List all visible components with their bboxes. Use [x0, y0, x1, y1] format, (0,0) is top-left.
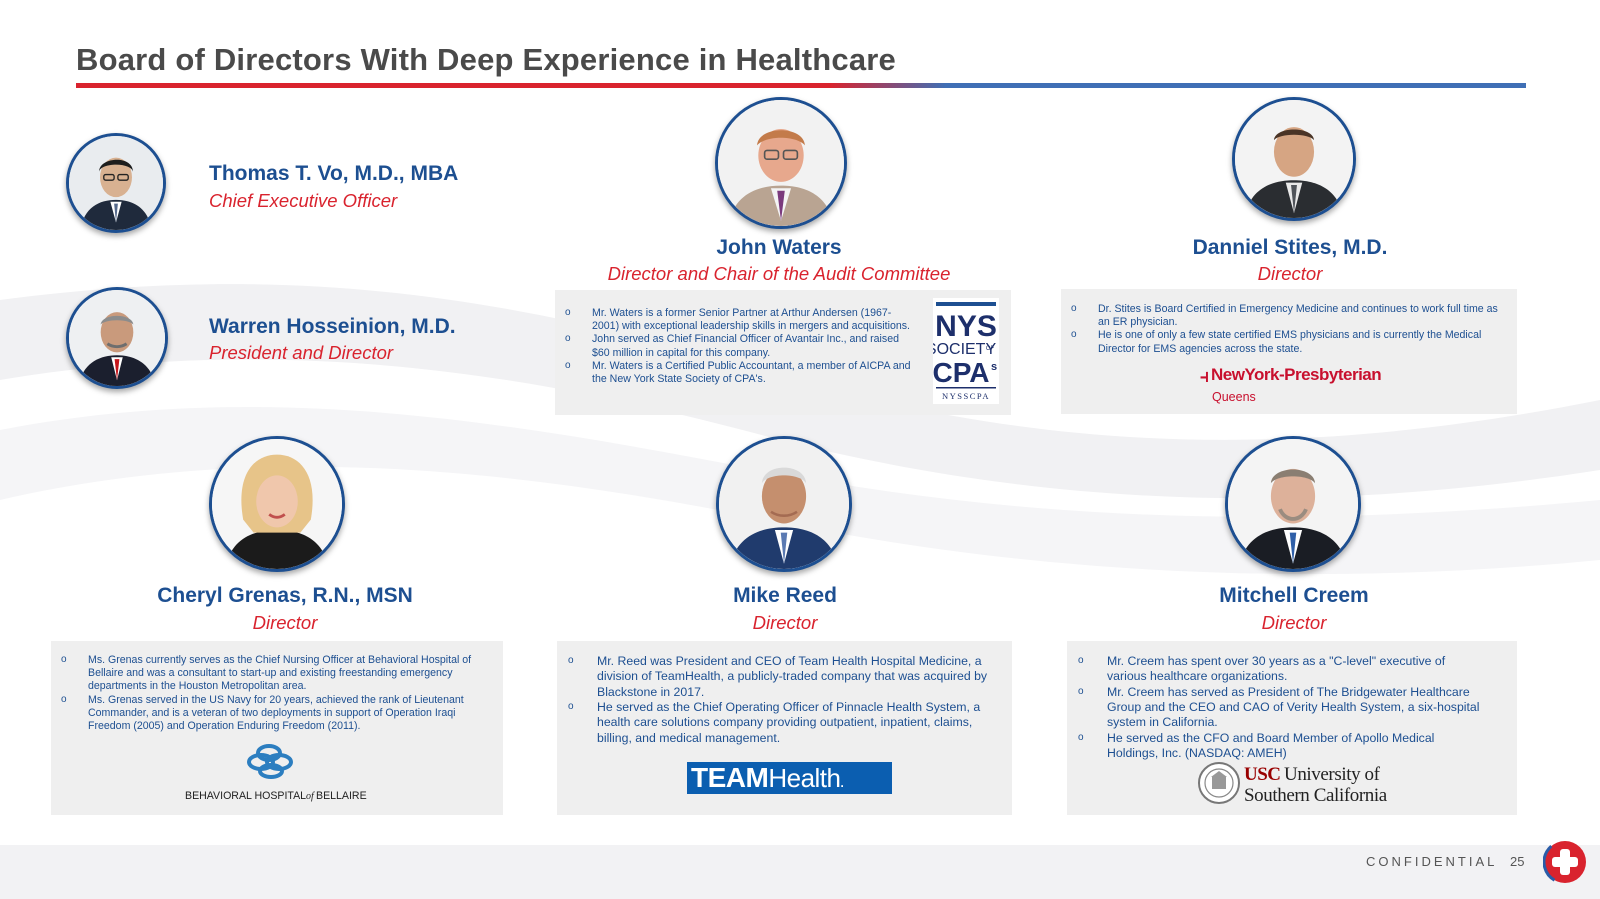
director-role-mike-reed: Director [752, 612, 818, 633]
bio-card-john-waters: Mr. Waters is a former Senior Partner at… [555, 290, 1011, 415]
bio-card-cheryl-grenas: Ms. Grenas currently serves as the Chief… [51, 641, 503, 815]
teamhealth-team: TEAM [691, 762, 769, 793]
title-rule [76, 83, 1526, 88]
exec-name-warren-hosseinion: Warren Hosseinion, M.D. [209, 315, 456, 338]
bio-bullet: Mr. Creem has served as President of The… [1067, 685, 1487, 731]
company-cross-logo-icon [1543, 840, 1587, 884]
newyork-presbyterian-logo: ⫞ NewYork-Presbyterian Queens [1198, 364, 1398, 404]
behavioral-hospital-wordmark: BEHAVIORAL HOSPITAL [185, 790, 306, 802]
bio-bullet: He served as the Chief Operating Officer… [557, 700, 997, 746]
behavioral-hospital-logo: BEHAVIORAL HOSPITAL of BELLAIRE [185, 744, 367, 802]
confidential-label: CONFIDENTIAL [1366, 854, 1498, 869]
nyp-campus: Queens [1212, 390, 1256, 404]
nysscpa-line-of: OF [986, 346, 995, 352]
nysscpa-line-cpa: CPA [933, 357, 990, 388]
bio-bullet: Ms. Grenas currently serves as the Chief… [51, 654, 491, 694]
avatar-mitchell-creem [1225, 436, 1361, 572]
nysscpa-line-s: s [991, 361, 997, 373]
usc-abbr: USC [1244, 764, 1281, 785]
bio-bullet: Mr. Creem has spent over 30 years as a "… [1067, 654, 1487, 685]
nyp-wordmark: NewYork-Presbyterian [1211, 365, 1382, 384]
usc-southern-california: Southern California [1244, 785, 1387, 806]
director-role-john-waters: Director and Chair of the Audit Committe… [607, 263, 951, 284]
director-name-danniel-stites: Danniel Stites, M.D. [1192, 236, 1388, 259]
director-name-mike-reed: Mike Reed [733, 584, 837, 607]
director-name-cheryl-grenas: Cheryl Grenas, R.N., MSN [157, 584, 413, 607]
nysscpa-line-nys: NYS [935, 310, 997, 343]
avatar-thomas-vo [66, 133, 166, 233]
usc-logo: USC University of Southern California [1197, 761, 1397, 809]
bio-bullet: John served as Chief Financial Officer o… [555, 333, 915, 359]
page-title: Board of Directors With Deep Experience … [76, 42, 896, 77]
director-name-john-waters: John Waters [716, 236, 842, 259]
bio-card-danniel-stites: Dr. Stites is Board Certified in Emergen… [1061, 289, 1517, 414]
bio-card-mike-reed: Mr. Reed was President and CEO of Team H… [557, 641, 1012, 815]
bio-bullet: Dr. Stites is Board Certified in Emergen… [1061, 303, 1511, 329]
exec-role-thomas-vo: Chief Executive Officer [209, 190, 398, 211]
avatar-john-waters [715, 97, 847, 229]
bio-bullet: Mr. Reed was President and CEO of Team H… [557, 654, 997, 700]
avatar-cheryl-grenas [209, 436, 345, 572]
avatar-mike-reed [716, 436, 852, 572]
teamhealth-health: Health [768, 763, 841, 793]
avatar-danniel-stites [1232, 97, 1356, 221]
behavioral-hospital-of: of [306, 791, 315, 802]
avatar-warren-hosseinion [66, 287, 168, 389]
nysscpa-line-abbr: NYSSCPA [942, 391, 990, 401]
bio-bullet: He served as the CFO and Board Member of… [1067, 731, 1487, 762]
teamhealth-logo: TEAMHealth. [687, 762, 892, 794]
director-name-mitchell-creem: Mitchell Creem [1219, 584, 1369, 607]
bio-bullet: Mr. Waters is a Certified Public Account… [555, 360, 915, 386]
exec-role-warren-hosseinion: President and Director [209, 342, 394, 363]
bio-bullet: Ms. Grenas served in the US Navy for 20 … [51, 694, 491, 734]
exec-name-thomas-vo: Thomas T. Vo, M.D., MBA [209, 162, 459, 185]
nyp-mark-icon: ⫞ [1200, 366, 1209, 386]
director-role-danniel-stites: Director [1257, 263, 1323, 284]
bio-bullet: He is one of only a few state certified … [1061, 329, 1511, 355]
bio-card-mitchell-creem: Mr. Creem has spent over 30 years as a "… [1067, 641, 1517, 815]
behavioral-hospital-place: BELLAIRE [316, 790, 367, 802]
director-role-mitchell-creem: Director [1261, 612, 1327, 633]
usc-university-of: University of [1284, 764, 1380, 785]
teamhealth-mark: . [840, 776, 844, 790]
director-role-cheryl-grenas: Director [252, 612, 318, 633]
usc-seal-icon [1198, 762, 1240, 804]
footer-band [0, 845, 1600, 899]
bio-bullet: Mr. Waters is a former Senior Partner at… [555, 307, 915, 333]
page-number: 25 [1510, 854, 1525, 869]
